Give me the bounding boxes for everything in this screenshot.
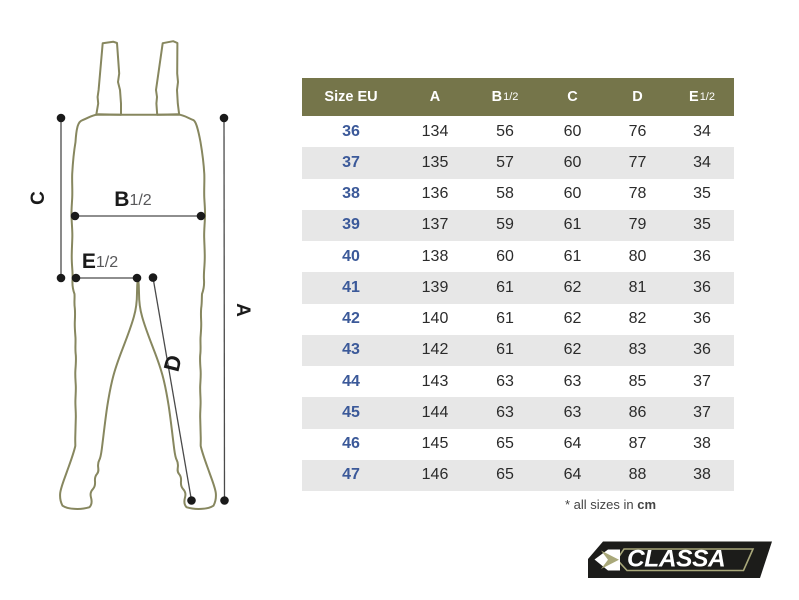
svg-text:CLASSA: CLASSA — [627, 545, 725, 572]
